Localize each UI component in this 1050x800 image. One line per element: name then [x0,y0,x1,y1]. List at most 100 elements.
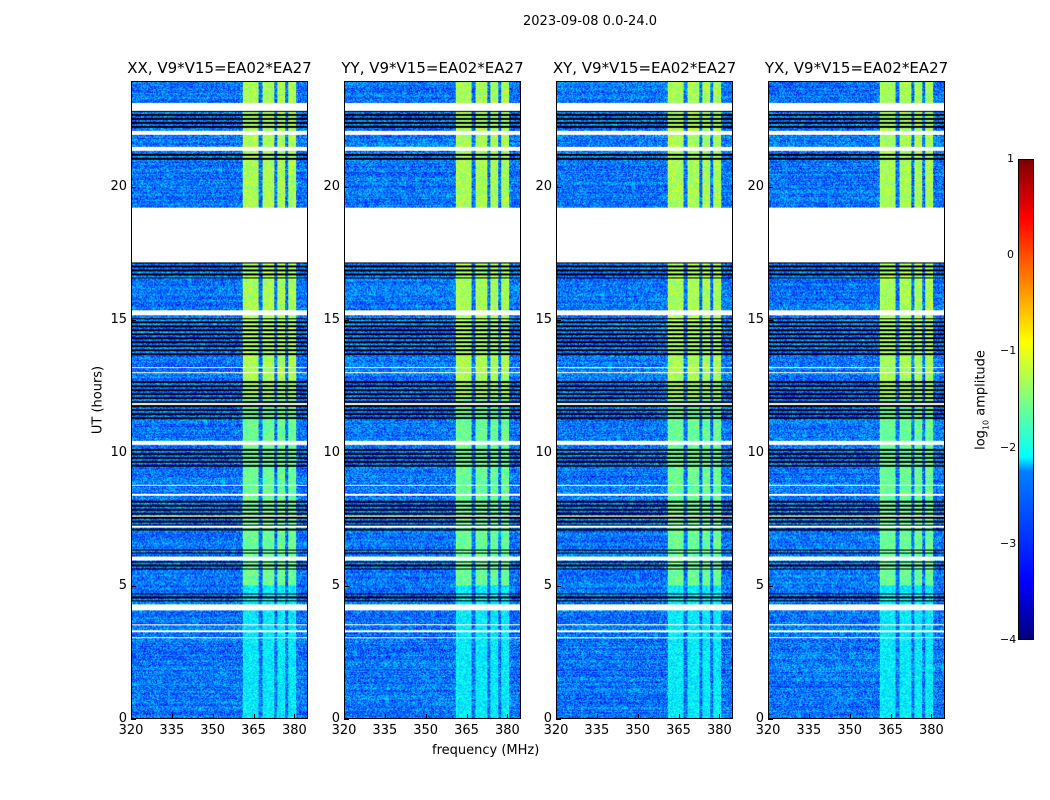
y-tick-mark [344,586,349,588]
y-tick-label: 10 [323,445,340,461]
heatmap-image [132,82,307,718]
y-tick-mark [131,719,136,720]
x-tick-mark [131,714,132,719]
x-tick-mark [768,714,769,719]
y-tick-mark [344,320,349,322]
x-tick-label: 365 [241,723,266,738]
x-tick-label: 350 [625,723,651,738]
y-tick-mark [556,320,561,322]
y-tick-mark [131,320,136,322]
x-tick-mark [931,714,933,719]
y-tick-mark [556,187,561,189]
heatmap-image [345,82,520,718]
x-tick-label: 335 [584,723,610,738]
heatmap-panel [768,81,945,719]
y-tick-label: 5 [118,578,127,594]
y-tick-label: 20 [110,179,127,195]
x-tick-mark [212,714,214,719]
x-tick-label: 380 [918,723,944,738]
colorbar [1018,159,1034,640]
y-tick-mark [344,719,349,720]
x-tick-label: 380 [281,723,307,738]
x-tick-mark [678,714,680,719]
x-tick-label: 365 [878,723,903,738]
x-tick-label: 335 [796,723,822,738]
x-tick-label: 335 [372,723,398,738]
x-tick-mark [294,714,296,719]
x-tick-mark [466,714,468,719]
x-tick-mark [384,714,386,719]
y-tick-mark [768,586,773,588]
y-tick-label: 20 [535,179,552,195]
y-tick-mark [768,187,773,189]
y-tick-label: 5 [543,578,552,594]
panel-title: YX, V9*V15=EA02*EA27 [764,59,949,77]
x-tick-label: 350 [200,723,226,738]
x-tick-label: 380 [494,723,520,738]
heatmap-image [557,82,732,718]
heatmap-image [769,82,944,718]
colorbar-tick-label: −1 [1000,344,1017,358]
x-tick-label: 320 [331,723,357,738]
x-tick-mark [890,714,892,719]
y-tick-mark [131,187,136,189]
colorbar-tick-label: 1 [1007,152,1014,165]
y-tick-label: 10 [535,445,552,461]
colorbar-tick-label: −3 [1000,536,1017,550]
y-tick-label: 5 [755,578,764,594]
y-tick-label: 5 [331,578,340,594]
y-tick-label: 15 [110,312,127,328]
y-tick-label: 15 [535,312,552,328]
heatmap-panel [344,81,521,719]
heatmap-panel [556,81,733,719]
panel-title: XX, V9*V15=EA02*EA27 [127,59,312,77]
x-tick-mark [253,714,255,719]
y-tick-mark [768,453,773,455]
y-tick-label: 10 [110,445,127,461]
figure-title: 2023-09-08 0.0-24.0 [523,14,657,29]
y-tick-mark [556,453,561,455]
x-tick-mark [344,714,345,719]
x-tick-mark [425,714,427,719]
x-tick-mark [596,714,598,719]
y-tick-label: 20 [747,179,764,195]
x-tick-mark [637,714,639,719]
y-tick-label: 20 [323,179,340,195]
y-tick-label: 15 [747,312,764,328]
x-tick-label: 365 [666,723,691,738]
heatmap-panel [131,81,308,719]
y-tick-label: 0 [543,711,552,726]
x-tick-label: 350 [413,723,439,738]
x-tick-mark [719,714,721,719]
y-tick-label: 0 [118,711,127,726]
x-tick-label: 350 [837,723,863,738]
y-tick-label: 0 [331,711,340,726]
y-tick-mark [344,187,349,189]
x-tick-mark [171,714,173,719]
colorbar-label: log10 amplitude [973,350,991,450]
y-tick-mark [768,320,773,322]
y-tick-mark [344,453,349,455]
y-tick-mark [556,586,561,588]
y-axis-label: UT (hours) [90,365,106,435]
panel-title: XY, V9*V15=EA02*EA27 [552,59,737,77]
colorbar-tick-label: 0 [1007,248,1014,262]
x-tick-mark [507,714,509,719]
x-axis-label: frequency (MHz) [432,743,540,758]
y-tick-mark [556,719,561,720]
x-tick-label: 320 [755,723,781,738]
colorbar-tick-label: −2 [1000,440,1017,454]
x-tick-mark [808,714,810,719]
x-tick-label: 320 [118,723,144,738]
y-tick-label: 0 [755,711,764,726]
y-tick-mark [768,719,773,720]
y-tick-mark [131,453,136,455]
y-tick-mark [131,586,136,588]
y-tick-label: 15 [323,312,340,328]
x-tick-label: 380 [706,723,732,738]
x-tick-label: 335 [159,723,185,738]
colorbar-tick-label: −4 [1000,633,1017,646]
y-tick-label: 10 [747,445,764,461]
x-tick-mark [849,714,851,719]
